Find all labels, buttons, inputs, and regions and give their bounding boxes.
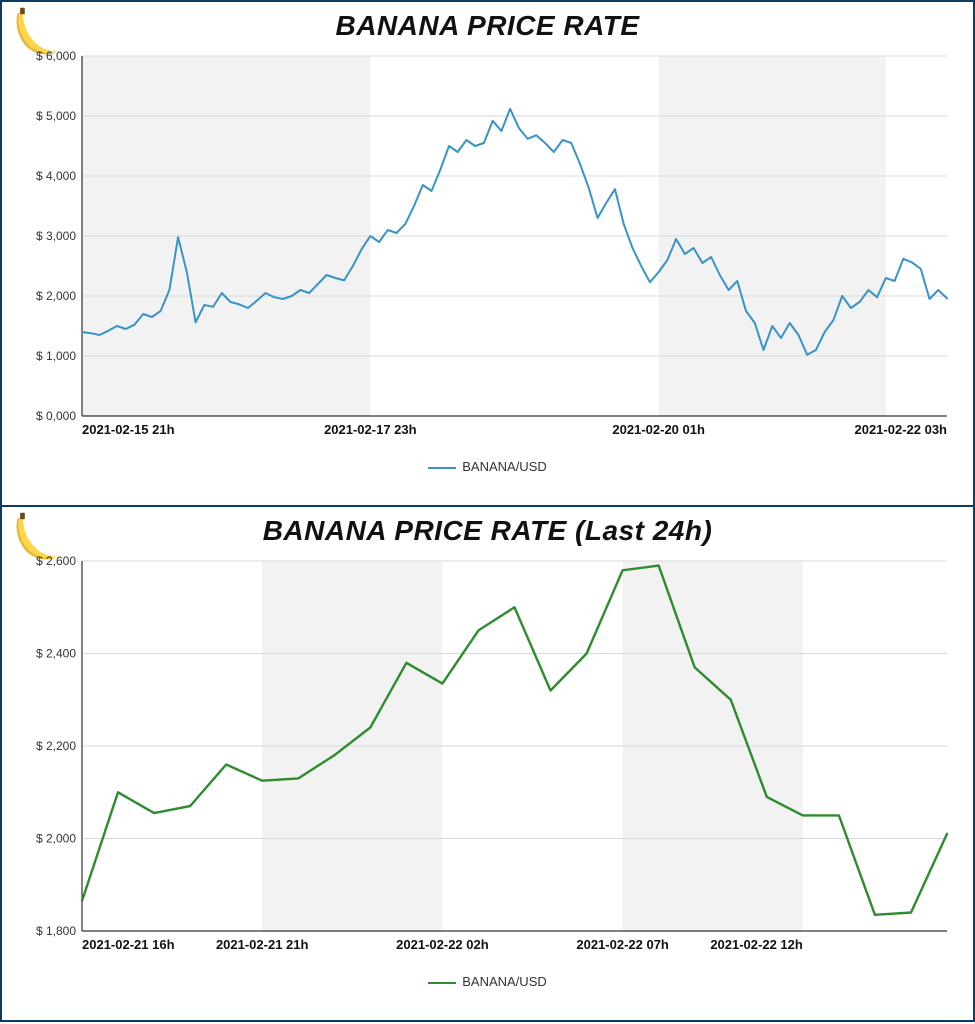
svg-text:$ 5,000: $ 5,000 xyxy=(36,109,76,123)
svg-text:$ 6,000: $ 6,000 xyxy=(36,49,76,63)
top-chart-panel: BANANA PRICE RATE $ 0,000$ 1,000$ 2,000$… xyxy=(0,0,975,507)
top-chart-title: BANANA PRICE RATE xyxy=(2,2,973,42)
svg-text:$ 1,000: $ 1,000 xyxy=(36,349,76,363)
top-chart-svg: $ 0,000 $ 1,000 $ 2,000 $ 3,000 $ 4,000 $ 5,0… xyxy=(22,48,957,448)
bottom-chart-title: BANANA PRICE RATE (Last 24h) xyxy=(2,507,973,547)
top-legend-label: BANANA/USD xyxy=(462,459,547,474)
top-legend-swatch xyxy=(428,467,456,469)
svg-text:$ 2,000: $ 2,000 xyxy=(36,832,76,846)
svg-text:$ 1,800: $ 1,800 xyxy=(36,924,76,938)
svg-text:$ 2,600: $ 2,600 xyxy=(36,554,76,568)
svg-text:$ 2,400: $ 2,400 xyxy=(36,647,76,661)
svg-text:2021-02-22 03h: 2021-02-22 03h xyxy=(854,422,947,437)
svg-text:$ 3,000: $ 3,000 xyxy=(36,229,76,243)
svg-text:$ 2,200: $ 2,200 xyxy=(36,739,76,753)
top-chart-plot-area: $ 0,000 $ 1,000 $ 2,000 $ 3,000 $ 4,000 $ 5,0… xyxy=(22,48,953,453)
top-chart-legend: BANANA/USD xyxy=(2,453,973,482)
svg-text:2021-02-17 23h: 2021-02-17 23h xyxy=(324,422,417,437)
bottom-chart-legend: BANANA/USD xyxy=(2,968,973,997)
bottom-chart-svg: $ 1,800 $ 2,000 $ 2,200 $ 2,400 $ 2,600 2021-… xyxy=(22,553,957,963)
bottom-chart-panel: BANANA PRICE RATE (Last 24h) $ 1,800 $ 2,… xyxy=(0,505,975,1022)
bottom-legend-swatch xyxy=(428,982,456,984)
bottom-chart-plot-area: $ 1,800 $ 2,000 $ 2,200 $ 2,400 $ 2,600 2021-… xyxy=(22,553,953,968)
bottom-legend-label: BANANA/USD xyxy=(462,974,547,989)
svg-text:2021-02-22 02h: 2021-02-22 02h xyxy=(396,937,489,952)
svg-text:$ 2,000: $ 2,000 xyxy=(36,289,76,303)
svg-text:2021-02-20 01h: 2021-02-20 01h xyxy=(612,422,705,437)
svg-text:$ 0,000: $ 0,000 xyxy=(36,409,76,423)
svg-text:2021-02-21 16h: 2021-02-21 16h xyxy=(82,937,175,952)
svg-text:2021-02-21 21h: 2021-02-21 21h xyxy=(216,937,309,952)
svg-text:2021-02-15 21h: 2021-02-15 21h xyxy=(82,422,175,437)
svg-text:$ 4,000: $ 4,000 xyxy=(36,169,76,183)
svg-text:2021-02-22 07h: 2021-02-22 07h xyxy=(576,937,669,952)
svg-text:2021-02-22 12h: 2021-02-22 12h xyxy=(710,937,803,952)
